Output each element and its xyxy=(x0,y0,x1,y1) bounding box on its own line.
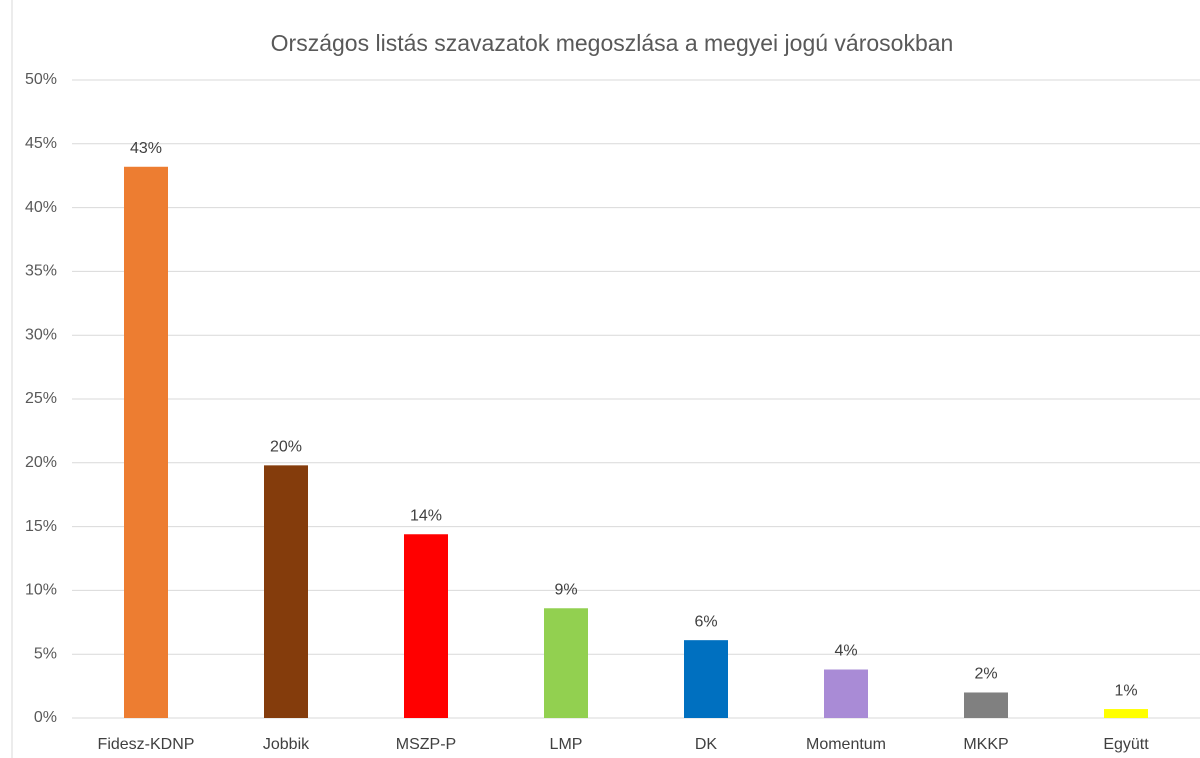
bar xyxy=(684,640,728,718)
x-tick-label: DK xyxy=(695,736,718,753)
value-label: 43% xyxy=(130,140,162,157)
value-label: 1% xyxy=(1114,682,1137,699)
value-label: 14% xyxy=(410,507,442,524)
y-tick-label: 35% xyxy=(25,263,57,280)
bar xyxy=(544,608,588,718)
bar xyxy=(264,465,308,718)
bar xyxy=(1104,709,1148,718)
y-tick-label: 5% xyxy=(34,645,57,662)
y-tick-label: 10% xyxy=(25,582,57,599)
y-tick-label: 30% xyxy=(25,326,57,343)
value-label: 2% xyxy=(974,666,997,683)
bar xyxy=(964,692,1008,718)
y-tick-label: 20% xyxy=(25,454,57,471)
x-tick-label: MSZP-P xyxy=(396,736,456,753)
x-tick-label: Együtt xyxy=(1103,736,1149,753)
y-tick-label: 15% xyxy=(25,518,57,535)
bar xyxy=(824,669,868,718)
value-label: 20% xyxy=(270,439,302,456)
value-label: 9% xyxy=(554,581,577,598)
chart-title: Országos listás szavazatok megoszlása a … xyxy=(271,30,954,56)
y-tick-label: 25% xyxy=(25,390,57,407)
x-tick-label: Jobbik xyxy=(263,736,310,753)
x-tick-label: MKKP xyxy=(963,736,1008,753)
y-tick-label: 45% xyxy=(25,135,57,152)
x-tick-label: Fidesz-KDNP xyxy=(98,736,195,753)
x-tick-label: Momentum xyxy=(806,736,886,753)
x-tick-label: LMP xyxy=(550,736,583,753)
y-tick-label: 50% xyxy=(25,71,57,88)
y-tick-label: 0% xyxy=(34,709,57,726)
bar xyxy=(404,534,448,718)
y-tick-label: 40% xyxy=(25,199,57,216)
value-label: 4% xyxy=(834,643,857,660)
bar xyxy=(124,166,168,718)
value-label: 6% xyxy=(694,613,717,630)
